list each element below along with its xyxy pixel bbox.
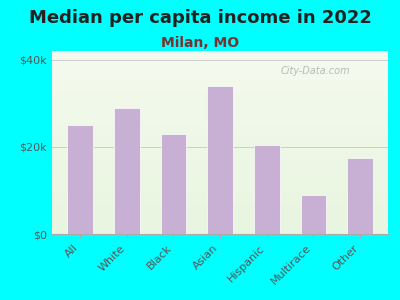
Bar (254, 145, 280, 234)
Bar (160, 134, 186, 234)
Bar (67, 125, 93, 234)
Bar (347, 158, 373, 234)
Text: City-Data.com: City-Data.com (280, 66, 350, 76)
Bar (207, 86, 233, 234)
Bar (300, 195, 326, 234)
Text: Milan, MO: Milan, MO (161, 36, 239, 50)
Bar (114, 108, 140, 234)
Text: Median per capita income in 2022: Median per capita income in 2022 (28, 9, 372, 27)
